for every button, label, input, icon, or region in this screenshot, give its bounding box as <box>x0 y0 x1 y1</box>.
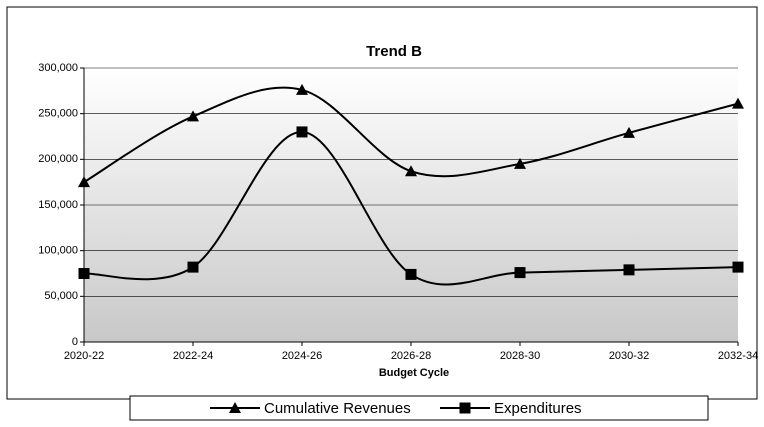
y-tick-label: 0 <box>72 336 78 348</box>
y-tick-label: 250,000 <box>38 108 78 120</box>
x-axis-label: Budget Cycle <box>379 367 449 379</box>
y-tick-label: 150,000 <box>38 199 78 211</box>
data-point <box>296 83 308 95</box>
chart-title: Trend B <box>366 43 422 60</box>
data-point <box>405 268 417 280</box>
y-tick-label: 300,000 <box>38 62 78 74</box>
legend-marker <box>229 402 241 413</box>
x-tick-label: 2024-26 <box>282 350 322 362</box>
y-tick-label: 50,000 <box>44 290 78 302</box>
data-point <box>78 268 90 279</box>
legend-label: Expenditures <box>494 400 582 417</box>
x-tick-label: 2020-22 <box>64 350 104 362</box>
legend-label: Cumulative Revenues <box>264 400 411 417</box>
data-point <box>514 157 526 169</box>
data-point <box>623 126 635 138</box>
data-point <box>623 264 635 276</box>
x-tick-label: 2030-32 <box>609 350 649 362</box>
data-point <box>187 110 199 122</box>
x-tick-label: 2022-24 <box>173 350 213 362</box>
x-tick-label: 2028-30 <box>500 350 540 362</box>
data-point <box>296 126 308 138</box>
data-point <box>732 97 744 109</box>
y-tick-label: 100,000 <box>38 245 78 257</box>
data-point <box>78 176 90 188</box>
x-tick-label: 2032-34 <box>718 350 758 362</box>
data-point <box>187 261 199 273</box>
legend-marker <box>459 402 471 414</box>
data-point <box>514 267 526 279</box>
y-tick-label: 200,000 <box>38 153 78 165</box>
x-tick-label: 2026-28 <box>391 350 431 362</box>
data-point <box>405 165 417 177</box>
data-point <box>732 261 744 273</box>
